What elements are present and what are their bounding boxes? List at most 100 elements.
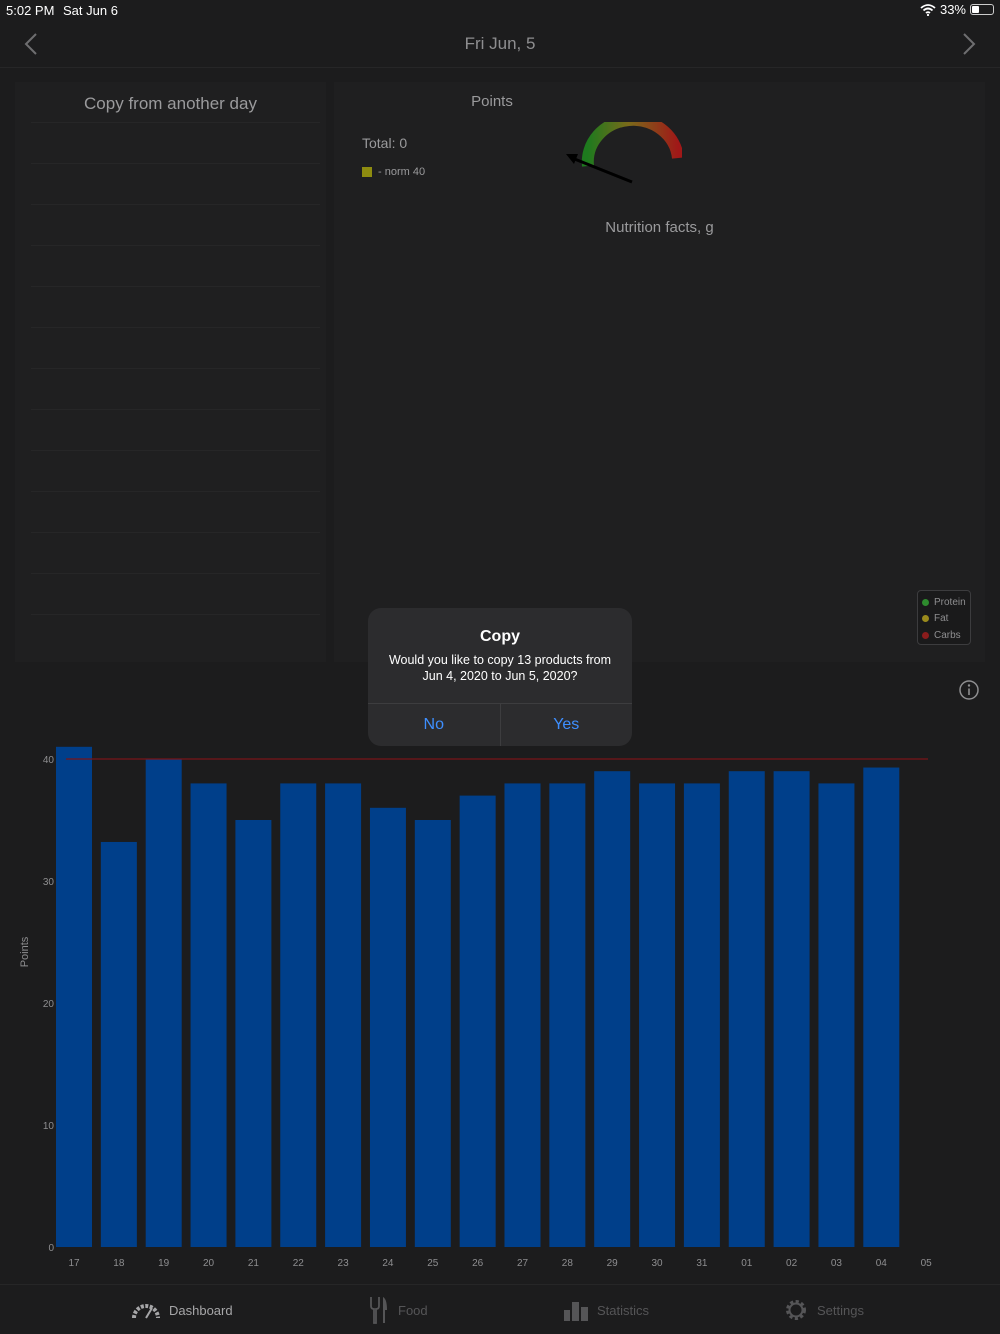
x-tick-label: 31 bbox=[696, 1258, 708, 1269]
tab-statistics[interactable]: Statistics bbox=[563, 1295, 649, 1325]
dialog-buttons: No Yes bbox=[368, 703, 632, 746]
chart-bar[interactable] bbox=[100, 841, 137, 1247]
chart-bar[interactable] bbox=[459, 795, 496, 1247]
chart-bar[interactable] bbox=[863, 767, 900, 1247]
x-tick-label: 24 bbox=[382, 1258, 394, 1269]
dialog-title: Copy bbox=[480, 628, 520, 645]
points-norm-label: - norm 40 bbox=[378, 166, 426, 178]
chart-bar[interactable] bbox=[190, 783, 227, 1247]
y-tick-label: 30 bbox=[43, 877, 55, 888]
chart-bar[interactable] bbox=[414, 820, 451, 1247]
list-divider bbox=[31, 532, 320, 533]
copy-dialog: Copy Would you like to copy 13 products … bbox=[368, 608, 632, 746]
status-time: 5:02 PM bbox=[6, 3, 55, 18]
list-divider bbox=[31, 286, 320, 287]
tab-label: Settings bbox=[817, 1302, 864, 1318]
list-divider bbox=[31, 450, 320, 451]
status-bar: 5:02 PM Sat Jun 6 33% bbox=[0, 0, 1000, 20]
norm-swatch bbox=[362, 167, 372, 177]
fork-knife-icon bbox=[370, 1297, 387, 1324]
x-tick-label: 03 bbox=[831, 1258, 843, 1269]
list-divider bbox=[31, 368, 320, 369]
nav-bar: Fri Jun, 5 bbox=[0, 20, 1000, 68]
list-divider bbox=[31, 409, 320, 410]
chart-bar[interactable] bbox=[369, 807, 406, 1247]
x-tick-label: 20 bbox=[203, 1258, 215, 1269]
points-panel: Points Total: 0 - norm 40 bbox=[334, 82, 985, 202]
chart-bar[interactable] bbox=[235, 820, 272, 1247]
chart-bar[interactable] bbox=[504, 783, 541, 1247]
x-tick-label: 25 bbox=[427, 1258, 439, 1269]
x-tick-label: 22 bbox=[293, 1258, 305, 1269]
tab-label: Dashboard bbox=[169, 1302, 233, 1318]
legend-item-protein: Protein bbox=[922, 594, 970, 611]
battery-percent: 33% bbox=[939, 2, 966, 17]
bar-chart-icon bbox=[564, 1302, 588, 1321]
x-tick-label: 02 bbox=[786, 1258, 798, 1269]
x-tick-label: 04 bbox=[876, 1258, 888, 1269]
x-tick-label: 30 bbox=[651, 1258, 663, 1269]
copy-from-day-panel: Copy from another day bbox=[15, 82, 326, 662]
x-tick-label: 18 bbox=[113, 1258, 125, 1269]
legend-item-fat: Fat bbox=[922, 611, 970, 628]
status-date: Sat Jun 6 bbox=[63, 3, 118, 18]
y-tick-label: 20 bbox=[43, 999, 55, 1010]
tab-label: Food bbox=[398, 1302, 428, 1318]
tab-food[interactable]: Food bbox=[368, 1295, 428, 1325]
chart-bar[interactable] bbox=[818, 783, 855, 1247]
gear-icon bbox=[786, 1300, 806, 1320]
nutrition-panel: Nutrition facts, g Protein Fat Carbs bbox=[334, 202, 985, 662]
points-total: Total: 0 bbox=[362, 135, 408, 151]
speedometer-icon bbox=[132, 1304, 160, 1319]
nav-title: Fri Jun, 5 bbox=[464, 34, 536, 53]
y-tick-label: 10 bbox=[43, 1121, 55, 1132]
tab-label: Statistics bbox=[597, 1302, 650, 1318]
chart-bar[interactable] bbox=[549, 783, 586, 1247]
x-tick-label: 21 bbox=[248, 1258, 260, 1269]
chart-bar[interactable] bbox=[773, 771, 810, 1247]
wifi-icon bbox=[920, 3, 936, 16]
chart-bar[interactable] bbox=[280, 783, 317, 1247]
chart-bar[interactable] bbox=[325, 783, 362, 1247]
chevron-right-icon[interactable] bbox=[954, 30, 982, 58]
chart-bar[interactable] bbox=[145, 759, 182, 1247]
chart-bar[interactable] bbox=[594, 771, 631, 1247]
y-tick-label: 40 bbox=[43, 755, 55, 766]
x-tick-label: 27 bbox=[517, 1258, 529, 1269]
list-divider bbox=[31, 573, 320, 574]
x-tick-label: 23 bbox=[338, 1258, 350, 1269]
dialog-no-button[interactable]: No bbox=[368, 704, 501, 746]
x-tick-label: 19 bbox=[158, 1258, 170, 1269]
list-divider bbox=[31, 122, 320, 123]
legend-label: Carbs bbox=[934, 629, 961, 641]
tab-dashboard[interactable]: Dashboard bbox=[131, 1295, 233, 1325]
points-norm: - norm 40 bbox=[362, 166, 425, 178]
info-icon[interactable] bbox=[958, 679, 980, 701]
legend-dot bbox=[922, 598, 929, 606]
chart-y-axis-label: Points bbox=[19, 936, 31, 968]
points-title: Points bbox=[471, 93, 513, 110]
list-divider bbox=[31, 327, 320, 328]
legend-label: Fat bbox=[934, 613, 949, 625]
x-tick-label: 29 bbox=[607, 1258, 619, 1269]
legend-label: Protein bbox=[934, 596, 966, 608]
copy-panel-title: Copy from another day bbox=[84, 94, 257, 113]
x-tick-label: 01 bbox=[741, 1258, 753, 1269]
list-divider bbox=[31, 245, 320, 246]
nutrition-title: Nutrition facts, g bbox=[605, 219, 714, 236]
y-tick-label: 0 bbox=[48, 1243, 54, 1254]
battery-icon bbox=[970, 4, 994, 15]
list-divider bbox=[31, 614, 320, 615]
tab-bar: Dashboard Food Statistics Settings bbox=[0, 1284, 1000, 1334]
chart-bar[interactable] bbox=[56, 746, 92, 1247]
tab-settings[interactable]: Settings bbox=[783, 1295, 864, 1325]
x-tick-label: 26 bbox=[472, 1258, 484, 1269]
chevron-left-icon[interactable] bbox=[18, 30, 46, 58]
legend-dot bbox=[922, 615, 929, 623]
chart-bar[interactable] bbox=[683, 783, 720, 1247]
dialog-yes-button[interactable]: Yes bbox=[501, 704, 633, 746]
status-right: 33% bbox=[920, 2, 994, 17]
chart-bar[interactable] bbox=[639, 783, 676, 1247]
chart-bar[interactable] bbox=[728, 771, 765, 1247]
